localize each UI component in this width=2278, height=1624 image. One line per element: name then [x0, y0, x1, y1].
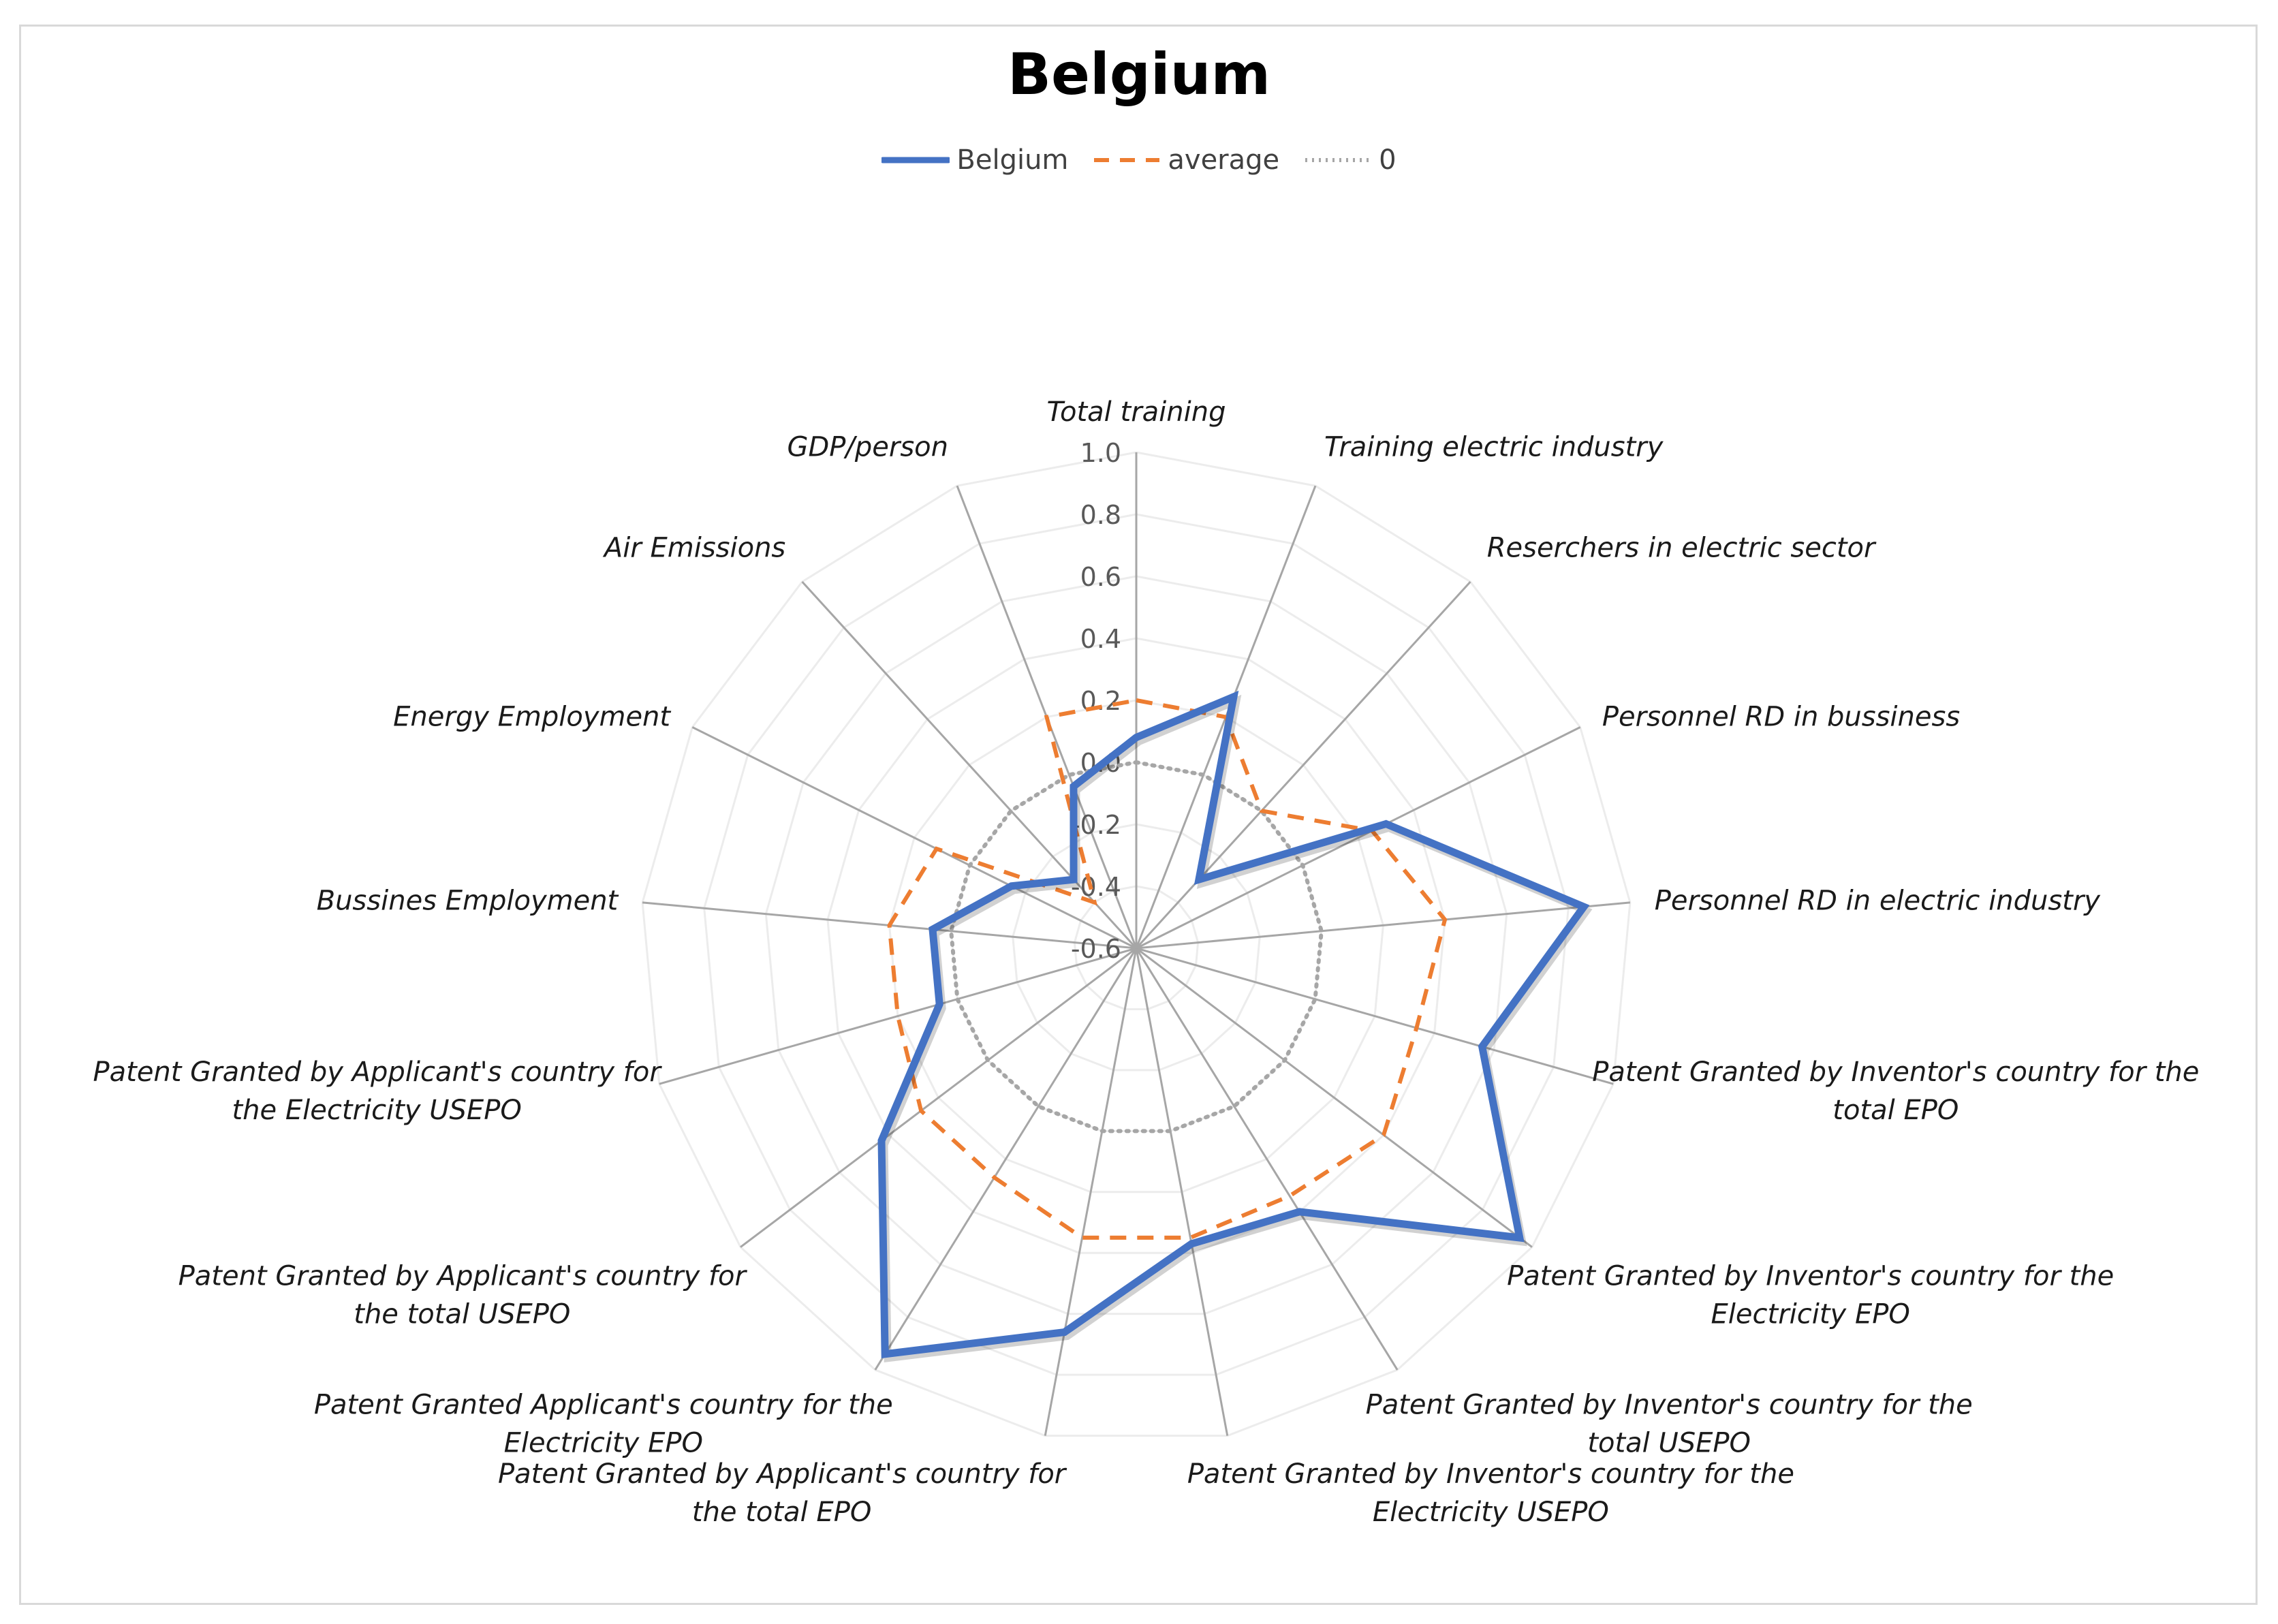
grid-ring-7: [1073, 885, 1200, 1010]
spoke-14: [691, 726, 1137, 950]
category-label-0-line-0: Total training: [1047, 396, 1226, 428]
category-label-3: Personnel RD in bussiness: [1602, 701, 1960, 732]
category-label-15: Air Emissions: [602, 532, 785, 563]
spoke-5: [1136, 947, 1614, 1085]
category-label-12: Patent Granted by Applicant's country fo…: [93, 1057, 663, 1126]
series-0-line: [877, 690, 1590, 1358]
radar-series: [877, 690, 1593, 1362]
spoke-8: [1135, 948, 1229, 1436]
category-label-10-line-1: Electricity EPO: [504, 1428, 703, 1459]
spoke-15: [801, 580, 1138, 950]
chart-legend: Belgium average 0: [0, 144, 2278, 176]
tick-label-0: 1.0: [1080, 438, 1121, 468]
category-label-14-line-0: Energy Employment: [393, 701, 671, 732]
category-label-16-line-0: GDP/person: [787, 432, 948, 463]
tick-label-1: 0.8: [1080, 500, 1121, 530]
radar-category-labels: Total training Training electric industry…: [93, 396, 2200, 1528]
grid-ring-1: [703, 513, 1570, 1376]
series-2-line: [949, 760, 1324, 1134]
category-label-9-line-0: Patent Granted by Applicant's country fo…: [498, 1458, 1067, 1490]
category-label-11-line-1: the total USEPO: [354, 1298, 570, 1330]
spoke-9: [1044, 948, 1138, 1436]
grid-ring-0: [641, 451, 1632, 1437]
category-label-9: Patent Granted by Applicant's country fo…: [498, 1458, 1067, 1528]
radar-spokes: [642, 452, 1631, 1436]
category-label-1-line-0: Training electric industry: [1324, 432, 1664, 463]
category-label-10-line-0: Patent Granted Applicant's country for t…: [314, 1390, 893, 1421]
category-label-14: Energy Employment: [393, 701, 671, 732]
spoke-6: [1136, 947, 1533, 1248]
category-label-13-line-0: Bussines Employment: [317, 886, 619, 917]
category-label-16: GDP/person: [787, 432, 948, 463]
category-label-8-line-1: Electricity USEPO: [1373, 1497, 1609, 1528]
category-label-5: Patent Granted by Inventor's country for…: [1592, 1057, 2199, 1126]
category-label-2: Reserchers in electric sector: [1487, 532, 1877, 563]
category-label-15-line-0: Air Emissions: [602, 532, 785, 563]
category-label-7: Patent Granted by Inventor's country for…: [1366, 1390, 1973, 1459]
category-label-3-line-0: Personnel RD in bussiness: [1602, 701, 1960, 732]
category-label-5-line-0: Patent Granted by Inventor's country for…: [1592, 1057, 2199, 1088]
category-label-0: Total training: [1047, 396, 1226, 428]
tick-label-8: -0.6: [1071, 934, 1121, 964]
spoke-10: [874, 948, 1138, 1371]
legend-item-zero: 0: [1304, 144, 1397, 176]
spoke-3: [1136, 726, 1581, 950]
spoke-12: [659, 947, 1137, 1085]
legend-swatch-zero: [1305, 158, 1371, 162]
legend-swatch-belgium: [881, 157, 950, 163]
category-label-12-line-1: the Electricity USEPO: [232, 1095, 522, 1126]
category-label-5-line-1: total EPO: [1832, 1095, 1959, 1126]
category-label-7-line-1: total USEPO: [1587, 1428, 1751, 1459]
series-0-shadow: [880, 694, 1593, 1362]
tick-label-3: 0.4: [1080, 624, 1121, 654]
legend-label-average: average: [1168, 144, 1280, 176]
spoke-11: [740, 947, 1137, 1248]
category-label-11: Patent Granted by Applicant's country fo…: [178, 1260, 748, 1330]
series-1-line: [887, 698, 1448, 1240]
category-label-8: Patent Granted by Inventor's country for…: [1187, 1458, 1794, 1528]
legend-label-zero: 0: [1379, 144, 1397, 176]
category-label-6: Patent Granted by Inventor's country for…: [1507, 1260, 2114, 1330]
spoke-7: [1135, 948, 1399, 1371]
tick-label-7: -0.4: [1071, 872, 1121, 902]
category-label-7-line-0: Patent Granted by Inventor's country for…: [1366, 1390, 1973, 1421]
spoke-4: [1136, 901, 1631, 950]
legend-label-belgium: Belgium: [956, 144, 1069, 176]
legend-item-belgium: Belgium: [881, 144, 1068, 176]
category-label-6-line-0: Patent Granted by Inventor's country for…: [1507, 1260, 2114, 1292]
category-label-1: Training electric industry: [1324, 432, 1664, 463]
category-label-2-line-0: Reserchers in electric sector: [1487, 532, 1877, 563]
category-label-4: Personnel RD in electric industry: [1655, 886, 2102, 917]
tick-label-2: 0.6: [1080, 562, 1121, 592]
legend-item-average: average: [1093, 144, 1279, 176]
category-label-8-line-0: Patent Granted by Inventor's country for…: [1187, 1458, 1794, 1490]
spoke-2: [1135, 580, 1471, 950]
category-label-6-line-1: Electricity EPO: [1711, 1298, 1910, 1330]
category-label-13: Bussines Employment: [317, 886, 619, 917]
category-label-12-line-0: Patent Granted by Applicant's country fo…: [93, 1057, 663, 1088]
grid-ring-3: [826, 637, 1446, 1254]
chart-frame: [19, 25, 2258, 1605]
legend-swatch-average: [1094, 158, 1160, 162]
grid-ring-2: [764, 575, 1508, 1315]
chart-title: Belgium: [1007, 41, 1271, 108]
category-label-10: Patent Granted Applicant's country for t…: [314, 1390, 893, 1459]
category-label-9-line-1: the total EPO: [692, 1497, 871, 1528]
category-label-11-line-0: Patent Granted by Applicant's country fo…: [178, 1260, 748, 1292]
category-label-4-line-0: Personnel RD in electric industry: [1655, 886, 2102, 917]
